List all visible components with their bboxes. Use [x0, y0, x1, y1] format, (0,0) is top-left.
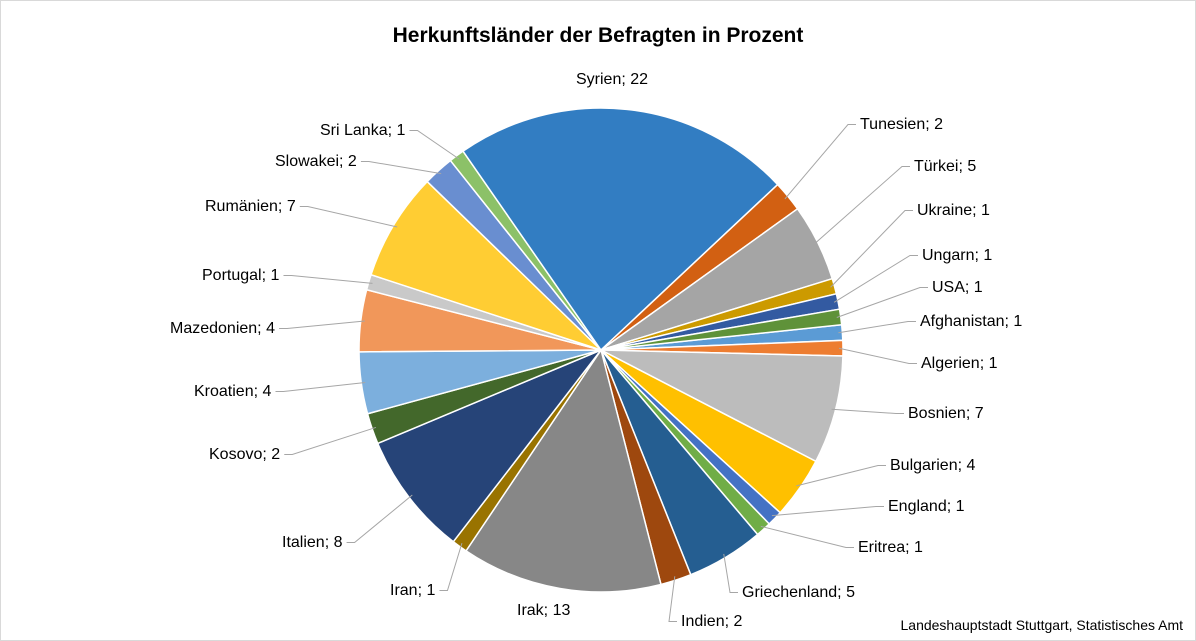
data-label: Eritrea; 1: [858, 539, 923, 556]
leader-line: [838, 347, 917, 364]
data-label: Italien; 8: [282, 534, 343, 551]
data-label: Indien; 2: [681, 613, 742, 630]
leader-line: [360, 161, 442, 175]
leader-line: [833, 255, 918, 303]
data-label: Syrien; 22: [576, 71, 648, 88]
data-label: Griechenland; 5: [742, 584, 855, 601]
leader-line: [409, 130, 460, 160]
pie-slice: [600, 308, 843, 351]
data-label: Irak; 13: [517, 602, 570, 619]
leader-line: [275, 382, 366, 392]
leader-line: [283, 275, 373, 284]
data-label: Ukraine; 1: [917, 202, 990, 219]
leader-line: [830, 210, 913, 288]
data-label: Algerien; 1: [921, 355, 998, 372]
data-label: USA; 1: [932, 279, 983, 296]
leader-line: [439, 543, 463, 591]
pie-slice: [370, 180, 602, 351]
leader-line: [279, 320, 365, 329]
leader-line: [831, 408, 904, 414]
leader-line: [838, 321, 916, 334]
pie-slice: [600, 349, 844, 463]
data-label: Kroatien; 4: [194, 383, 271, 400]
leader-line: [836, 287, 928, 318]
leader-line: [796, 465, 886, 487]
data-label: Rumänien; 7: [205, 198, 296, 215]
data-label: Afghanistan; 1: [920, 313, 1022, 330]
data-label: Portugal; 1: [202, 267, 279, 284]
data-label: Sri Lanka; 1: [320, 122, 405, 139]
data-label: Bulgarien; 4: [890, 457, 975, 474]
leader-line: [346, 494, 413, 543]
data-label: Ungarn; 1: [922, 247, 992, 264]
leader-line: [284, 426, 377, 455]
pie-slice: [464, 348, 662, 593]
leader-line: [723, 553, 738, 593]
source-note: Landeshauptstadt Stuttgart, Statistische…: [901, 617, 1184, 633]
leader-line: [299, 206, 398, 228]
leader-line: [813, 166, 910, 245]
leader-line: [668, 576, 677, 622]
data-label: Türkei; 5: [914, 158, 976, 175]
data-label: Bosnien; 7: [908, 405, 984, 422]
pie-slice: [461, 107, 779, 352]
leader-line: [784, 124, 856, 200]
data-label: Tunesien; 2: [860, 116, 943, 133]
data-label: England; 1: [888, 498, 965, 515]
chart-title: Herkunftsländer der Befragten in Prozent: [393, 24, 804, 47]
data-label: Mazedonien; 4: [170, 320, 275, 337]
data-label: Iran; 1: [390, 582, 435, 599]
leader-line: [771, 506, 884, 517]
data-label: Slowakei; 2: [275, 153, 357, 170]
leader-line: [760, 525, 854, 548]
data-label: Kosovo; 2: [209, 446, 280, 463]
